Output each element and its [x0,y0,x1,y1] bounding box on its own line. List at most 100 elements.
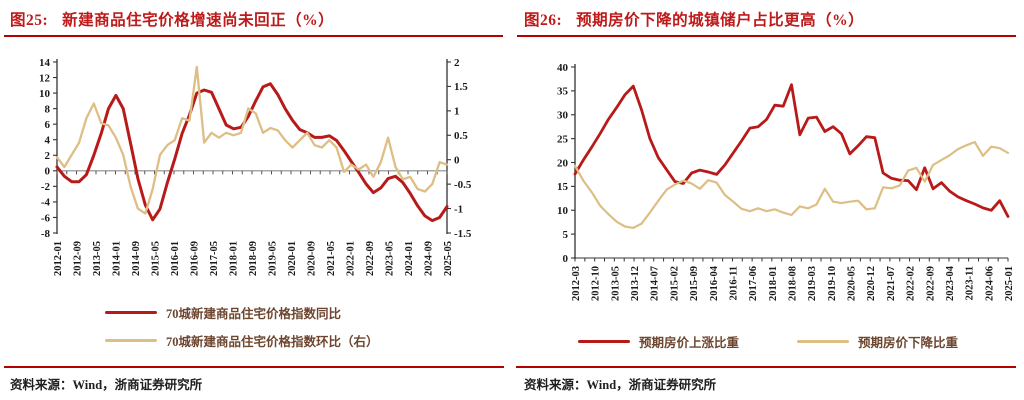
legend-line-swatch-mom [105,339,157,342]
x-axis-tick-label: 2023-11 [965,266,976,300]
y-axis-right-tick-label: 0.5 [454,130,468,142]
x-axis-tick-label: 2014-09 [131,241,142,276]
y-axis-left-tick-label: 8 [45,103,51,115]
series-line-expect-rise [573,83,1010,218]
x-axis-tick-label: 2016-04 [709,265,720,301]
x-axis-tick-label: 2020-09 [307,241,318,276]
x-axis-tick-label: 2023-04 [945,265,956,301]
y-axis-left-tick-label: 30 [557,110,569,122]
y-axis-left-tick-label: -2 [41,181,51,193]
y-axis-left-tick-label: 35 [557,86,569,98]
figure-25-title: 图25: 新建商品住宅价格增速尚未回正（%） [10,8,334,30]
figure-25-source: 资料来源：Wind，浙商证券研究所 [10,378,203,392]
figure-25-footer-rule [4,366,504,368]
y-axis-left-tick-label: -8 [41,228,51,240]
x-axis-tick-label: 2021-05 [326,241,337,276]
x-axis-tick-label: 2014-07 [650,266,661,301]
x-axis-tick-label: 2024-09 [424,241,435,276]
x-axis-tick-label: 2012-09 [73,241,84,276]
figure-26-source: 资料来源：Wind，浙商证券研究所 [524,378,717,392]
figure-26-title-underline [517,35,1016,37]
y-axis-left-tick-label: 40 [557,62,569,74]
figure-25-title-text: 新建商品住宅价格增速尚未回正（%） [62,12,335,29]
x-axis-tick-label: 2013-05 [610,266,621,301]
figure-26-label: 图26: [524,12,563,29]
x-axis-tick-label: 2022-09 [925,266,936,301]
legend-item-mom: 70城新建商品住宅价格指数环比（右） [105,331,405,350]
y-axis-left-tick-label: 14 [39,57,51,69]
x-axis-tick-label: 2019-05 [268,241,279,276]
x-axis-tick-label: 2022-09 [365,241,376,276]
y-axis-left-tick-label: -4 [41,197,51,209]
series-line-yoy [55,82,449,223]
y-axis-left-tick-label: 0 [45,166,51,178]
legend-label-mom: 70城新建商品住宅价格指数环比（右） [166,335,379,349]
x-axis-tick-label: 2018-01 [229,241,240,276]
x-axis-tick-label: 2016-01 [170,241,181,276]
x-axis-tick-label: 2020-05 [847,266,858,301]
x-axis-tick-label: 2017-05 [209,241,220,276]
legend-line-swatch-expect-fall [797,340,849,343]
y-axis-right-tick-label: 0 [454,155,460,167]
legend-item-expect-fall: 预期房价下降比重 [797,332,958,351]
x-axis-tick-label: 2020-01 [287,241,298,276]
y-axis-left-tick-label: 12 [39,72,51,84]
y-axis-left-tick-label: 4 [45,135,51,147]
y-axis-left-tick-label: 0 [563,253,569,265]
x-axis-tick-label: 2012-10 [591,266,602,301]
x-axis-tick-label: 2015-05 [151,241,162,276]
y-axis-right-tick-label: -1 [454,203,463,215]
housing-price-growth-chart: -8 -6 -4 -2 0 2 4 6 8 10 12 14 -1.5 -1 -0.5 0 0.5 1 1.5 2 20… [39,57,472,276]
y-axis-left-tick-label: 15 [557,181,569,193]
y-axis-right-tick-label: 2 [454,57,460,69]
x-axis-tick-label: 2012-03 [571,266,582,301]
figure-25-label: 图25: [10,12,49,29]
figure-26-footer-rule [516,366,1016,368]
legend-label-yoy: 70城新建商品住宅价格指数同比 [166,307,342,321]
y-axis-left-tick-label: 25 [557,133,569,145]
x-axis-tick-label: 2025-05 [443,241,454,276]
x-axis-tick-label: 2019-03 [807,266,818,301]
y-axis-left-tick-label: 10 [557,205,569,217]
x-axis-tick-label: 2020-12 [866,266,877,301]
series-line-expect-fall [573,140,1010,229]
x-axis-tick-label: 2013-05 [92,241,103,276]
x-axis-tick-label: 2013-12 [630,266,641,301]
series-line-mom [55,65,449,215]
x-axis-tick-label: 2015-02 [669,266,680,301]
x-axis-tick-label: 2017-06 [748,266,759,301]
legend-line-swatch-expect-rise [577,340,630,343]
x-axis-tick-label: 2018-01 [768,266,779,301]
legend-label-expect-rise: 预期房价上涨比重 [638,336,739,350]
y-axis-right-tick-label: 1.5 [454,81,468,93]
x-axis-tick-label: 2014-01 [112,241,123,276]
figure-25-title-underline [4,35,503,37]
figure-26-legend: 预期房价上涨比重 预期房价下降比重 [512,332,1024,351]
x-axis-tick-label: 2018-09 [248,241,259,276]
legend-label-expect-fall: 预期房价下降比重 [858,336,959,350]
legend-item-yoy: 70城新建商品住宅价格指数同比 [105,303,405,322]
legend-item-expect-rise: 预期房价上涨比重 [577,332,739,351]
x-axis-tick-label: 2022-02 [906,266,917,301]
x-axis-tick-label: 2015-09 [689,266,700,301]
x-axis-tick-label: 2023-05 [385,241,396,276]
x-axis-tick-label: 2024-06 [984,266,995,301]
figure-26-title: 图26: 预期房价下降的城镇储户占比更高（%） [524,8,864,30]
legend-line-swatch-yoy [105,311,157,314]
y-axis-left-tick-label: 5 [563,229,569,241]
x-axis-tick-label: 2024-01 [404,241,415,276]
depositor-expectation-chart: 0 5 10 15 20 25 30 35 40 2012-03 2012-10 2013-05 201… [557,62,1015,301]
x-axis-tick-label: 2012-01 [53,241,64,276]
figure-25-legend: 70城新建商品住宅价格指数同比 70城新建商品住宅价格指数环比（右） [105,303,405,350]
y-axis-left-tick-label: 6 [45,119,51,131]
x-axis-tick-label: 2021-07 [886,266,897,301]
y-axis-left-tick-label: 10 [39,88,51,100]
y-axis-left-tick-label: -6 [41,212,51,224]
figure-26-title-text: 预期房价下降的城镇储户占比更高（%） [576,12,865,29]
x-axis-tick-label: 2025-01 [1004,266,1015,301]
x-axis-tick-label: 2022-01 [346,241,357,276]
y-axis-left-tick-label: 20 [557,157,569,169]
y-axis-right-tick-label: -0.5 [454,179,472,191]
x-axis-tick-label: 2019-10 [827,266,838,301]
